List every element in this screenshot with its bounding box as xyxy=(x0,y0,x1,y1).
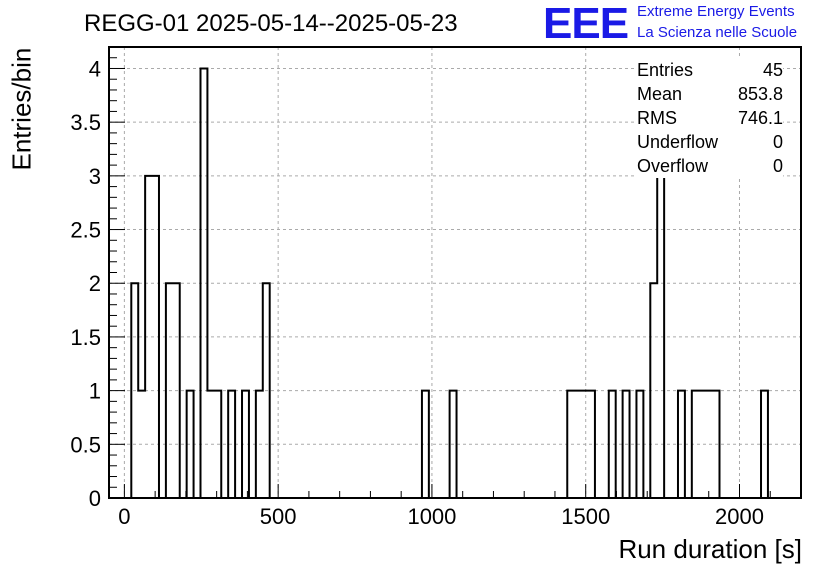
logo-caption-line2: La Scienza nelle Scuole xyxy=(637,24,798,41)
stat-value: 746.1 xyxy=(737,108,783,128)
y-tick-label: 4 xyxy=(89,56,101,81)
x-tick-label: 500 xyxy=(260,504,297,529)
stat-row-mean: Mean 853.8 xyxy=(637,82,783,106)
stat-row-rms: RMS 746.1 xyxy=(637,106,783,130)
tick-labels: 0 500 1000 1500 2000 0 0.5 1 1.5 2 2.5 3 3.5 4 xyxy=(70,56,764,529)
chart-title: REGG-01 2025-05-14--2025-05-23 xyxy=(84,10,458,37)
stat-value: 0 xyxy=(772,132,783,152)
eee-logo: EEE xyxy=(543,0,629,48)
stat-value: 45 xyxy=(762,60,783,80)
logo-caption-line1: Extreme Energy Events xyxy=(637,3,795,20)
stat-row-overflow: Overflow 0 xyxy=(637,154,783,178)
axis-ticks xyxy=(109,57,802,499)
x-tick-label: 1000 xyxy=(407,504,456,529)
y-tick-label: 3.5 xyxy=(70,110,101,135)
x-tick-label: 0 xyxy=(118,504,130,529)
stat-label: Entries xyxy=(637,60,694,80)
stat-label: Underflow xyxy=(637,132,719,152)
stat-value: 853.8 xyxy=(737,84,783,104)
stat-value: 0 xyxy=(772,156,783,176)
stats-box: Entries 45 Mean 853.8 RMS 746.1 Underflo… xyxy=(637,58,783,178)
stat-row-underflow: Underflow 0 xyxy=(637,130,783,154)
stat-label: Overflow xyxy=(637,156,709,176)
y-tick-label: 2.5 xyxy=(70,218,101,243)
x-tick-label: 1500 xyxy=(561,504,610,529)
stat-label: RMS xyxy=(637,108,677,128)
y-axis-label: Entries/bin xyxy=(6,47,37,171)
stat-label: Mean xyxy=(637,84,683,104)
y-tick-label: 1 xyxy=(89,379,101,404)
y-tick-label: 0.5 xyxy=(70,432,101,457)
y-tick-label: 1.5 xyxy=(70,325,101,350)
y-tick-label: 2 xyxy=(89,271,101,296)
x-axis-label: Run duration [s] xyxy=(618,534,802,564)
stat-row-entries: Entries 45 xyxy=(637,58,783,82)
y-tick-label: 3 xyxy=(89,164,101,189)
x-tick-label: 2000 xyxy=(715,504,764,529)
y-tick-label: 0 xyxy=(89,486,101,511)
